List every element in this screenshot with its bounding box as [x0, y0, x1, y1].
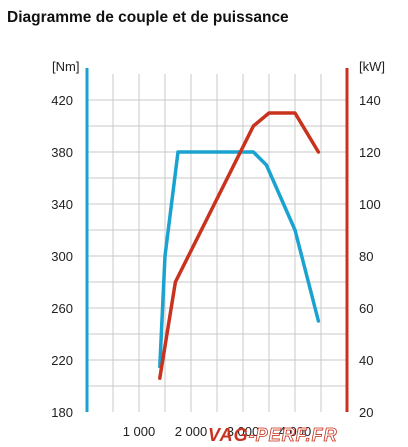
y2-axis-label: [kW] — [359, 59, 385, 74]
x-tick-label: 4 000 — [279, 424, 312, 439]
y-tick-label: 300 — [51, 249, 73, 264]
watermark-logo: VAG-PERF.FR — [208, 425, 338, 445]
y2-tick-label: 80 — [359, 249, 373, 264]
y-tick-label: 180 — [51, 405, 73, 420]
chart-title: Diagramme de couple et de puissance — [7, 9, 289, 26]
torque-line — [158, 150, 321, 369]
y-tick-label: 220 — [51, 353, 73, 368]
y2-tick-label: 120 — [359, 145, 381, 160]
x-tick-label: 3 000 — [227, 424, 260, 439]
y-tick-label: 340 — [51, 197, 73, 212]
y-tick-label: 260 — [51, 301, 73, 316]
x-tick-label: 2 000 — [175, 424, 208, 439]
y2-tick-label: 20 — [359, 405, 373, 420]
power-line — [158, 111, 321, 380]
y2-tick-label: 40 — [359, 353, 373, 368]
y2-tick-label: 60 — [359, 301, 373, 316]
y2-tick-label: 100 — [359, 197, 381, 212]
y-tick-label: 380 — [51, 145, 73, 160]
y-tick-label: 420 — [51, 93, 73, 108]
y2-tick-label: 140 — [359, 93, 381, 108]
x-tick-label: 1 000 — [123, 424, 156, 439]
y-axis-label: [Nm] — [52, 59, 79, 74]
